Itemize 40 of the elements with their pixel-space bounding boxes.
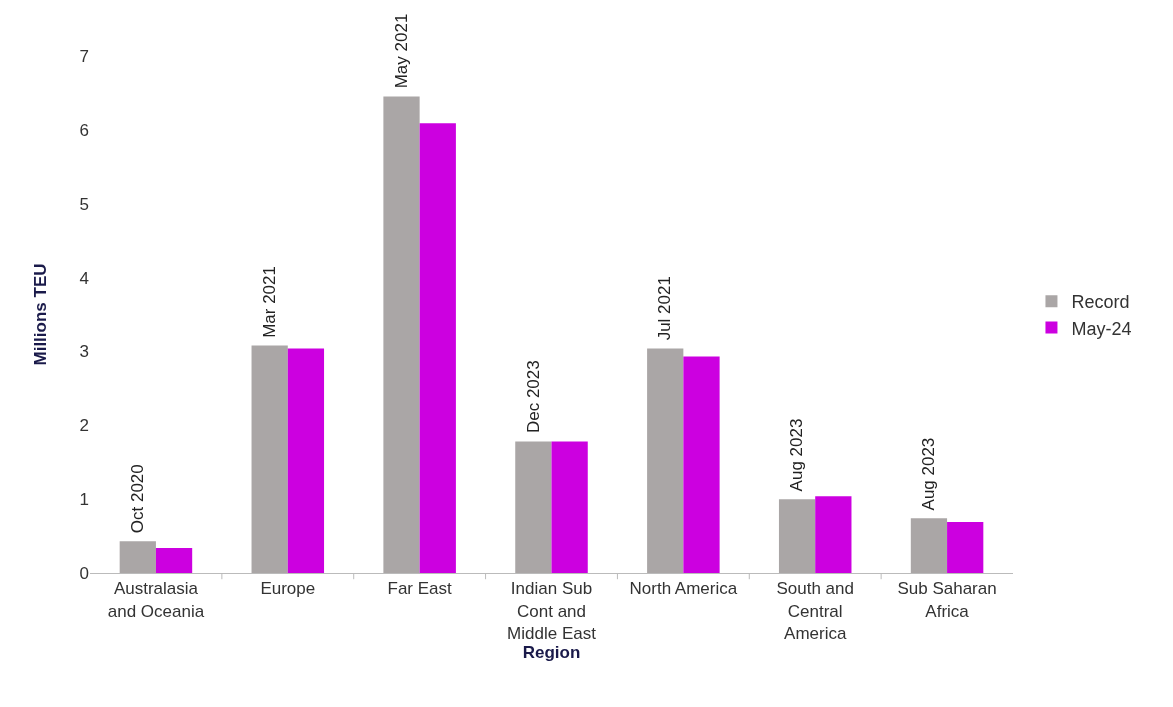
y-tick-label: 3: [79, 342, 89, 362]
bar: [251, 345, 288, 573]
x-tick-label: Far East: [387, 579, 453, 599]
x-tick-label: Europe: [260, 579, 316, 599]
bar: [778, 499, 816, 573]
y-tick-label: 0: [79, 563, 89, 583]
annotation: Jul 2021: [655, 276, 675, 341]
bar: [815, 496, 852, 573]
y-tick-label: 4: [79, 268, 89, 288]
bar: [419, 123, 456, 573]
bar: [551, 441, 588, 573]
y-tick-label: 5: [79, 194, 89, 214]
annotation: Dec 2023: [524, 360, 544, 434]
y-tick-label: 7: [79, 46, 89, 66]
x-tick-label: South and Central America: [776, 579, 854, 643]
bar: [155, 547, 193, 573]
bar: [287, 348, 325, 573]
y-tick-label: 6: [79, 120, 89, 140]
bar: [683, 356, 720, 573]
annotation: Aug 2023: [787, 418, 807, 492]
bar: [119, 541, 156, 573]
annotation: May 2021: [392, 13, 412, 89]
annotation: Mar 2021: [259, 266, 279, 338]
x-tick-label: Indian Sub Cont and Middle East: [507, 579, 597, 643]
x-tick-label: North America: [629, 579, 738, 599]
bar: [947, 522, 984, 573]
x-tick-label: Sub Saharan Africa: [897, 579, 997, 621]
x-tick-label: Australasia and Oceania: [107, 579, 205, 621]
x-axis-title: Region: [522, 643, 581, 662]
bar: [910, 518, 948, 573]
annotation: Aug 2023: [918, 437, 938, 511]
legend-label: Record: [1071, 292, 1130, 313]
bar: [515, 441, 552, 573]
y-tick-label: 1: [79, 490, 89, 510]
y-axis-title: Millions TEU: [31, 263, 50, 366]
bar: [647, 348, 684, 573]
legend-label: May-24: [1071, 318, 1132, 339]
annotation: Oct 2020: [127, 464, 147, 534]
bar: [383, 96, 420, 573]
y-tick-label: 2: [79, 416, 89, 436]
